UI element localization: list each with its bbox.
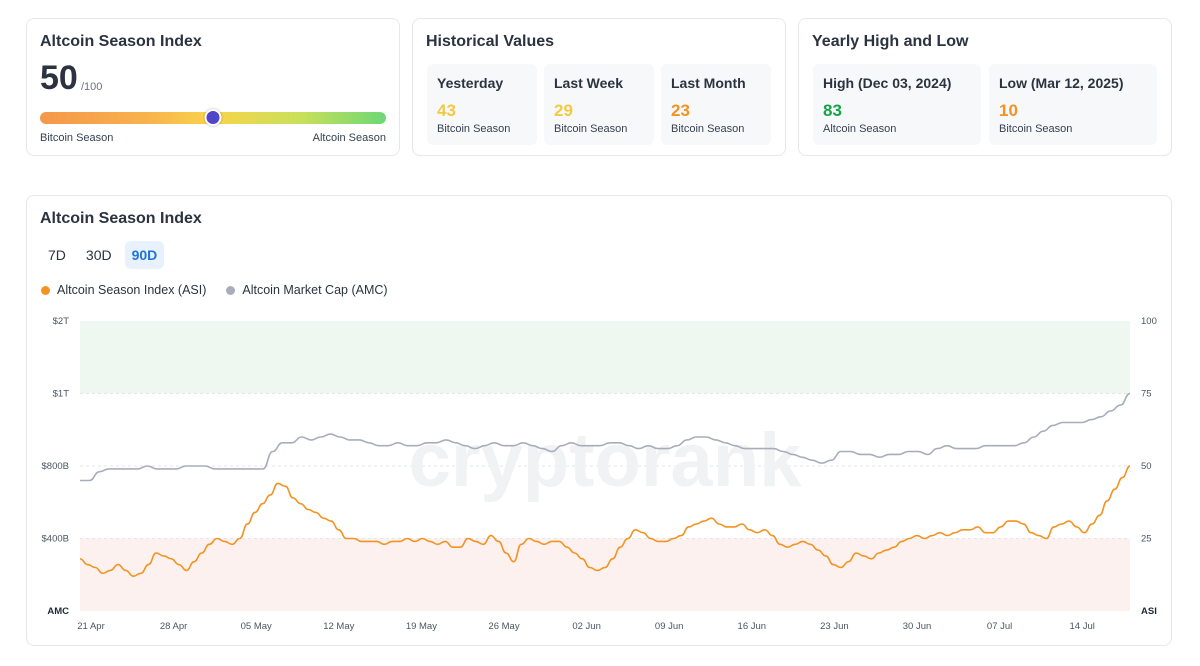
chart-title: Altcoin Season Index <box>40 210 202 227</box>
tile-value: 83 <box>823 101 842 120</box>
yearly-tile-low: Low (Mar 12, 2025) 10 Bitcoin Season <box>989 64 1157 145</box>
legend-dot-asi <box>41 285 50 295</box>
index-max: /100 <box>81 81 103 93</box>
left-tick-label: $1T <box>53 389 70 400</box>
tile-label: Last Week <box>554 75 623 91</box>
x-tick-label: 26 May <box>488 621 519 632</box>
history-tile-yesterday: Yesterday 43 Bitcoin Season <box>427 64 537 145</box>
yearly-high-low-card: Yearly High and Low High (Dec 03, 2024) … <box>798 18 1172 156</box>
x-tick-label: 07 Jul <box>987 621 1012 632</box>
x-tick-label: 19 May <box>406 621 437 632</box>
series-line-amc <box>80 392 1131 482</box>
tile-status: Altcoin Season <box>823 123 897 135</box>
watermark: cryptorank <box>409 418 803 503</box>
tile-label: Low (Mar 12, 2025) <box>999 75 1124 91</box>
range-tabs: 7D 30D 90D <box>41 241 165 269</box>
left-axis-name: AMC <box>47 606 69 617</box>
legend-item-amc[interactable]: Altcoin Market Cap (AMC) <box>226 283 388 297</box>
tab-30d[interactable]: 30D <box>85 247 112 263</box>
chart-legend: Altcoin Season Index (ASI) Altcoin Marke… <box>41 283 388 297</box>
tab-90d[interactable]: 90D <box>124 241 165 269</box>
left-tick-label: $2T <box>53 316 70 327</box>
x-tick-label: 21 Apr <box>77 621 104 632</box>
band-1 <box>80 538 1130 611</box>
right-tick-label: 75 <box>1141 389 1152 400</box>
legend-label-amc: Altcoin Market Cap (AMC) <box>242 283 388 297</box>
tile-label: Last Month <box>671 75 746 91</box>
tile-value: 10 <box>999 101 1018 120</box>
chart-card: cryptorank $2T $1T $800B $400B AMC 100 75 50 25 AS… <box>26 195 1172 646</box>
index-value: 50 <box>40 59 78 97</box>
x-tick-label: 09 Jun <box>655 621 684 632</box>
x-tick-label: 02 Jun <box>572 621 601 632</box>
tile-status: Bitcoin Season <box>554 123 628 135</box>
left-tick-label: $800B <box>42 461 69 472</box>
legend-item-asi[interactable]: Altcoin Season Index (ASI) <box>41 283 206 297</box>
index-card: Altcoin Season Index 50 /100 Bitcoin Sea… <box>26 18 400 156</box>
tile-value: 29 <box>554 101 573 120</box>
index-card-title: Altcoin Season Index <box>40 33 202 50</box>
x-tick-label: 16 Jun <box>738 621 767 632</box>
x-tick-label: 28 Apr <box>160 621 187 632</box>
x-tick-label: 30 Jun <box>903 621 932 632</box>
tile-label: High (Dec 03, 2024) <box>823 75 952 91</box>
tile-status: Bitcoin Season <box>999 123 1073 135</box>
legend-dot-amc <box>226 285 236 295</box>
tile-status: Bitcoin Season <box>437 123 511 135</box>
yearly-tile-high: High (Dec 03, 2024) 83 Altcoin Season <box>813 64 981 145</box>
tile-value: 43 <box>437 101 456 120</box>
series-line-asi <box>79 465 1131 578</box>
right-tick-label: 100 <box>1141 316 1157 327</box>
right-axis-name: ASI <box>1141 606 1157 617</box>
x-tick-label: 14 Jul <box>1070 621 1095 632</box>
left-tick-label: $400B <box>42 534 69 545</box>
yearly-title: Yearly High and Low <box>812 33 969 50</box>
legend-label-asi: Altcoin Season Index (ASI) <box>57 283 207 297</box>
gauge-right-label: Altcoin Season <box>312 132 386 144</box>
tab-7d[interactable]: 7D <box>48 247 66 263</box>
history-tile-last-month: Last Month 23 Bitcoin Season <box>661 64 771 145</box>
gauge-knob <box>204 109 222 126</box>
asi-chart: cryptorank $2T $1T $800B $400B AMC 100 75 50 25 AS… <box>42 316 1157 632</box>
right-tick-label: 25 <box>1141 534 1152 545</box>
gauge-left-label: Bitcoin Season <box>40 132 114 144</box>
historical-values-card: Historical Values Yesterday 43 Bitcoin S… <box>412 18 786 156</box>
x-tick-label: 12 May <box>323 621 354 632</box>
season-gauge <box>40 109 386 126</box>
band-0 <box>80 321 1130 394</box>
historical-title: Historical Values <box>426 33 555 50</box>
x-tick-label: 05 May <box>241 621 272 632</box>
tile-status: Bitcoin Season <box>671 123 745 135</box>
history-tile-last-week: Last Week 29 Bitcoin Season <box>544 64 654 145</box>
tile-value: 23 <box>671 101 690 120</box>
x-tick-label: 23 Jun <box>820 621 849 632</box>
tile-label: Yesterday <box>437 75 504 91</box>
right-tick-label: 50 <box>1141 461 1152 472</box>
